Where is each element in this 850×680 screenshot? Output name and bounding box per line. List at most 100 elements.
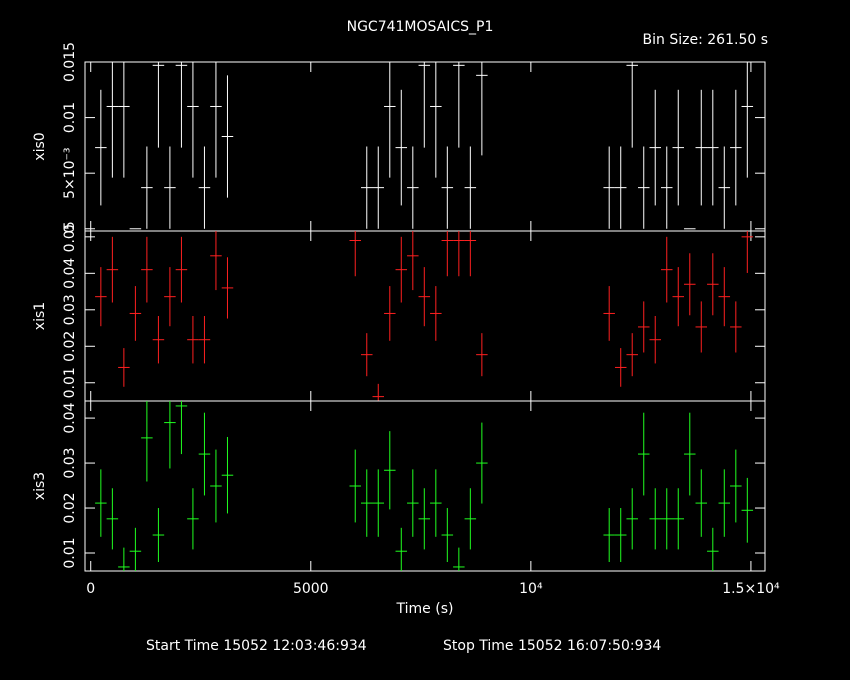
y-tick-label: 0.05 <box>62 221 78 252</box>
x-tick-label: 5000 <box>293 581 329 597</box>
y-tick-label: 0.03 <box>62 294 78 325</box>
data-point <box>372 383 385 401</box>
data-point <box>649 488 661 550</box>
data-point <box>372 146 385 229</box>
data-point <box>221 436 234 514</box>
data-point <box>464 231 477 277</box>
data-point <box>476 62 488 156</box>
y-tick-label: 0.01 <box>62 102 78 133</box>
panel-frame <box>84 61 766 232</box>
y-tick-label: 0.02 <box>62 331 78 362</box>
data-point <box>695 89 708 206</box>
data-point <box>707 253 719 316</box>
data-point <box>210 231 222 291</box>
data-point <box>395 236 408 303</box>
chart-title: NGC741MOSAICS_P1 <box>347 19 494 35</box>
data-point <box>175 62 188 148</box>
data-point <box>718 267 731 327</box>
data-point <box>661 146 673 229</box>
data-point <box>441 231 454 277</box>
data-point <box>106 488 119 550</box>
data-point <box>384 431 396 510</box>
data-point <box>741 477 754 543</box>
data-point <box>626 333 638 377</box>
data-point <box>603 508 615 563</box>
data-point <box>198 412 211 496</box>
data-point <box>95 267 107 327</box>
data-point <box>349 449 361 523</box>
data-point <box>476 333 488 377</box>
data-point <box>453 62 465 148</box>
data-point <box>210 62 222 178</box>
data-point <box>372 469 385 537</box>
data-point <box>672 89 685 206</box>
data-point <box>418 488 431 550</box>
data-point <box>361 469 373 537</box>
data-point <box>164 401 176 469</box>
data-point <box>603 286 615 341</box>
data-point <box>95 89 107 206</box>
data-point <box>175 401 188 455</box>
y-tick-label: 0.04 <box>62 402 78 433</box>
data-point <box>152 62 165 148</box>
data-point <box>441 508 454 563</box>
y-tick-label: 0.015 <box>62 42 78 82</box>
data-point <box>198 316 211 364</box>
data-point <box>626 488 638 550</box>
y-tick-label: 0.04 <box>62 258 78 289</box>
data-point <box>707 89 719 206</box>
data-point <box>430 286 442 341</box>
data-point <box>741 231 754 273</box>
series <box>95 62 754 230</box>
x-axis-label: Time (s) <box>396 601 454 617</box>
data-point <box>603 146 615 229</box>
data-point <box>730 301 742 353</box>
data-point <box>141 401 153 482</box>
data-point <box>453 547 465 571</box>
data-point <box>118 348 130 387</box>
data-point <box>187 488 199 550</box>
data-point <box>730 89 742 206</box>
data-point <box>129 286 142 341</box>
data-point <box>614 348 627 387</box>
data-point <box>187 62 199 178</box>
x-tick-label: 1.5×10⁴ <box>722 581 780 597</box>
x-tick-label: 10⁴ <box>519 581 543 597</box>
data-point <box>384 286 396 341</box>
panel-frame <box>84 400 766 572</box>
data-point <box>118 547 130 571</box>
data-point <box>210 449 222 523</box>
data-point <box>361 146 373 229</box>
data-point <box>637 301 650 353</box>
data-point <box>95 469 107 537</box>
data-point <box>152 508 165 563</box>
series <box>95 231 754 401</box>
x-tick-label: 0 <box>86 581 95 597</box>
data-point <box>221 75 234 198</box>
y-tick-label: 0.03 <box>62 447 78 478</box>
data-point <box>614 146 627 229</box>
data-point <box>407 469 419 537</box>
y-tick-label: 5×10⁻³ <box>62 147 78 198</box>
data-point <box>198 146 211 229</box>
data-point <box>672 267 685 327</box>
stop-time: Stop Time 15052 16:07:50:934 <box>443 638 661 654</box>
data-point <box>187 316 199 364</box>
data-point <box>106 236 119 303</box>
data-point <box>418 62 431 148</box>
data-point <box>684 253 696 316</box>
data-point <box>221 257 234 319</box>
data-point <box>649 89 661 206</box>
data-point <box>418 267 431 327</box>
data-point <box>407 146 419 229</box>
data-point <box>106 62 119 178</box>
data-point <box>649 316 661 364</box>
data-point <box>661 488 673 550</box>
data-point <box>453 231 465 277</box>
data-point <box>464 146 477 229</box>
data-point <box>361 333 373 377</box>
data-point <box>129 527 142 571</box>
data-point <box>152 316 165 364</box>
data-point <box>441 146 454 229</box>
y-tick-label: 0.01 <box>62 537 78 568</box>
